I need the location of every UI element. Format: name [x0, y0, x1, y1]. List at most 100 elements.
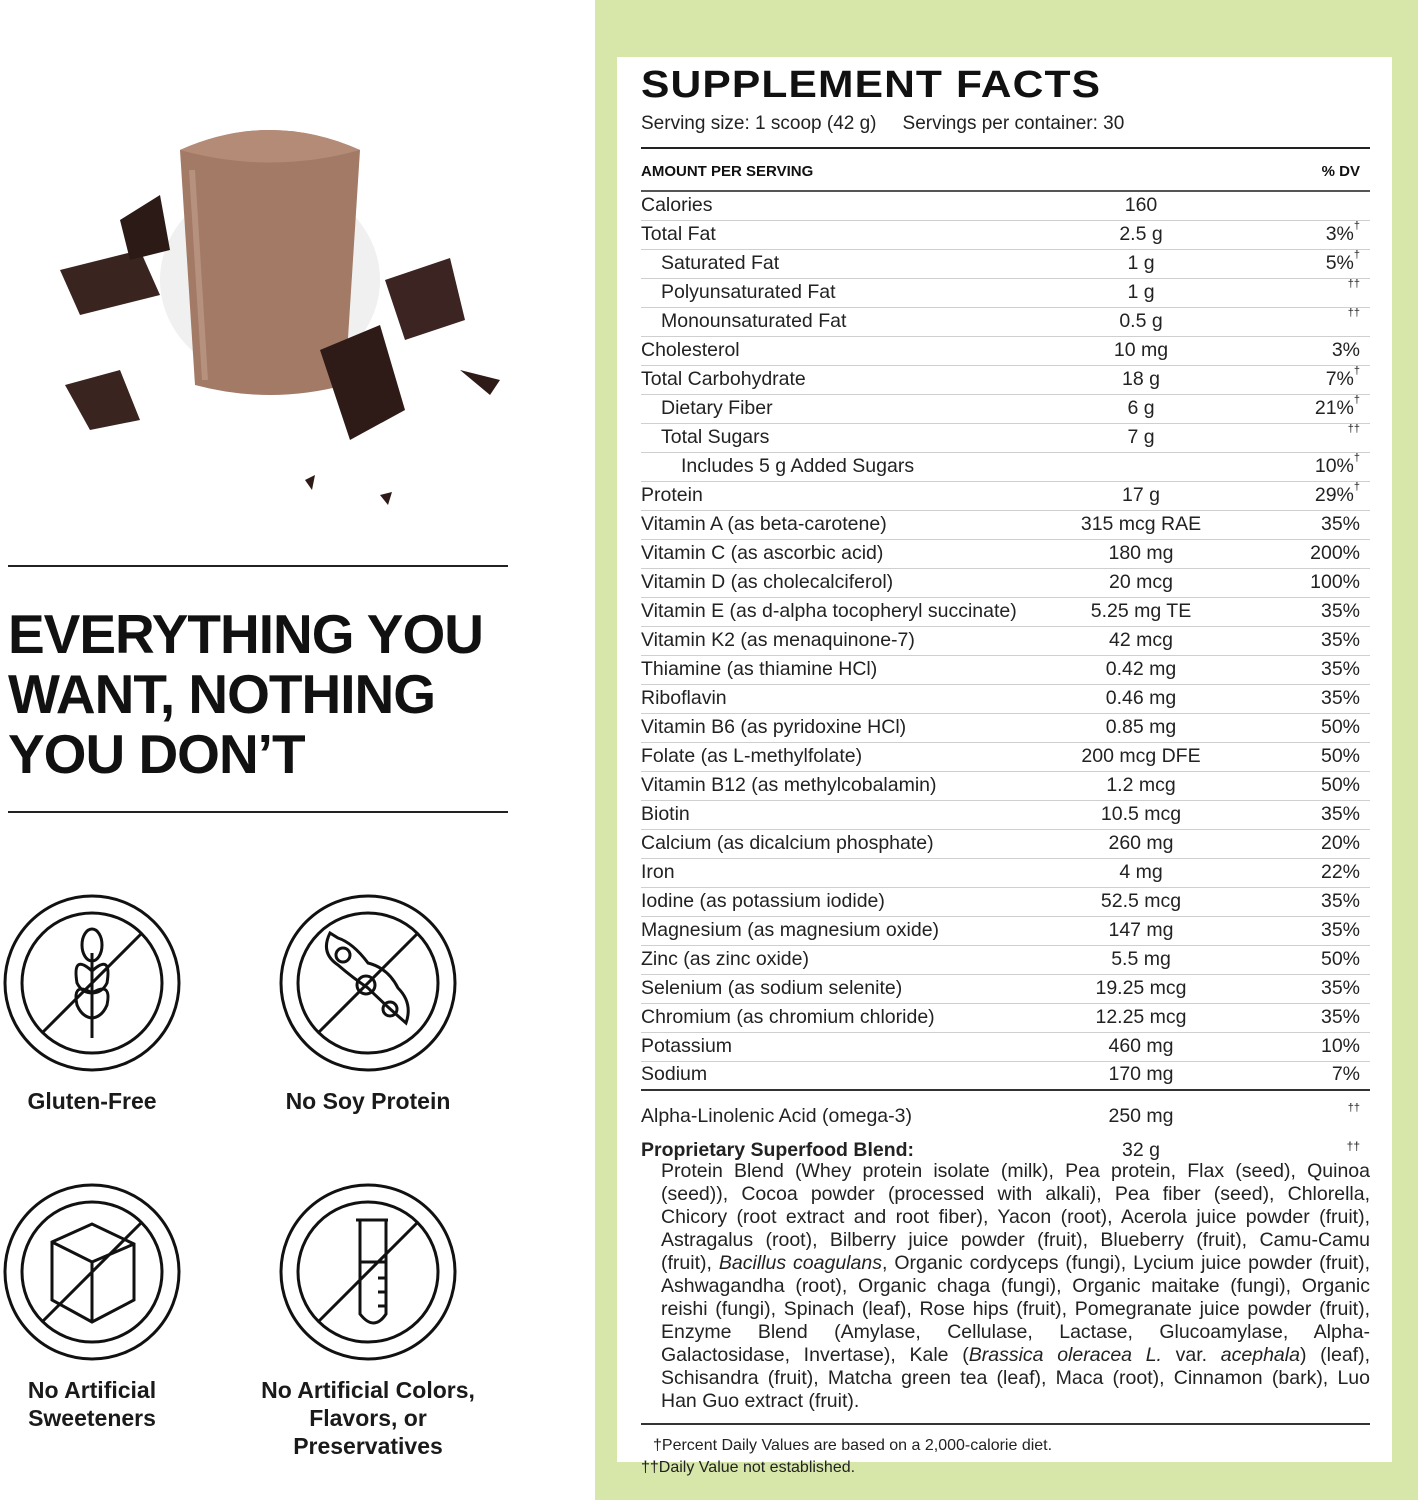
nutrient-dv: 7%†: [1221, 365, 1370, 391]
nutrient-dv: 35%: [1221, 890, 1370, 913]
dv-value: 35%: [1320, 629, 1360, 651]
nutrient-row: Biotin 10.5 mcg 35%: [641, 801, 1370, 830]
nutrient-dv: 35%: [1221, 658, 1370, 681]
serving-info: Serving size: 1 scoop (42 g) Servings per…: [641, 113, 1370, 149]
nutrient-amount: 1.2 mcg: [1106, 774, 1176, 796]
nutrient-dv: 29%†: [1221, 481, 1370, 507]
nutrient-row: Vitamin B6 (as pyridoxine HCl) 0.85 mg 50%: [641, 714, 1370, 743]
nutrient-dv: 100%: [1221, 571, 1370, 594]
nutrient-row: Iron 4 mg 22%: [641, 859, 1370, 888]
nutrient-row: Polyunsaturated Fat 1 g ††: [641, 278, 1370, 308]
badge-label: Flavors, or Preservatives: [293, 1405, 443, 1459]
nutrient-dv: 35%: [1221, 687, 1370, 710]
nutrient-name: Sodium: [641, 1063, 708, 1085]
nutrient-dv: 50%: [1221, 716, 1370, 739]
facts-title: SUPPLEMENT FACTS: [641, 64, 1102, 106]
nutrient-dv: 22%: [1221, 861, 1370, 884]
footnote: †Percent Daily Values are based on a 2,0…: [653, 1437, 1053, 1454]
dv-value: 10%: [1314, 455, 1354, 477]
supplement-facts-label: SUPPLEMENT FACTS Serving size: 1 scoop (…: [617, 57, 1392, 1476]
nutrient-amount: 147 mg: [1108, 919, 1174, 941]
no-soy-bean-icon: [279, 894, 457, 1072]
nutrient-name: Total Sugars: [661, 426, 770, 448]
nutrient-name: Calories: [641, 194, 713, 216]
nutrient-name: Total Fat: [641, 223, 716, 245]
dv-value: 21%: [1314, 397, 1354, 419]
footnote: ††Daily Value not established.: [641, 1459, 856, 1476]
dv-value: 20%: [1320, 832, 1360, 854]
nutrient-amount: 18 g: [1122, 368, 1160, 390]
nutrient-amount: 7 g: [1127, 426, 1155, 448]
nutrient-row: Total Carbohydrate 18 g 7%†: [641, 365, 1370, 395]
nutrient-row: Vitamin E (as d-alpha tocopheryl succina…: [641, 598, 1370, 627]
nutrient-name: Calcium (as dicalcium phosphate): [641, 832, 934, 854]
nutrient-dv: 35%: [1221, 977, 1370, 1000]
nutrient-row: Zinc (as zinc oxide) 5.5 mg 50%: [641, 946, 1370, 975]
facts-header: AMOUNT PER SERVING % DV: [641, 149, 1370, 192]
nutrient-name: Riboflavin: [641, 687, 727, 709]
headline-line: WANT, NOTHING: [8, 663, 436, 725]
nutrient-row: Folate (as L-methylfolate) 200 mcg DFE 50%: [641, 743, 1370, 772]
nutrient-name: Folate (as L-methylfolate): [641, 745, 863, 767]
nutrient-dv: 21%†: [1221, 394, 1370, 420]
badge-gluten-free: Gluten-Free: [0, 893, 202, 1115]
dv-value: 50%: [1320, 774, 1360, 796]
headline-line: EVERYTHING YOU: [8, 603, 484, 665]
blend-ingredients: Protein Blend (Whey protein isolate (mil…: [641, 1160, 1370, 1425]
nutrient-dv: 20%: [1221, 832, 1370, 855]
dv-value: 35%: [1320, 919, 1360, 941]
nutrient-name: Cholesterol: [641, 339, 740, 361]
nutrient-row: Calories 160: [641, 192, 1370, 221]
footnote-mark: †: [1353, 220, 1360, 232]
dv-value: 35%: [1320, 658, 1360, 680]
nutrient-row: Dietary Fiber 6 g 21%†: [641, 394, 1370, 424]
nutrient-row: Riboflavin 0.46 mg 35%: [641, 685, 1370, 714]
nutrient-dv: 50%: [1221, 745, 1370, 768]
nutrient-row: Vitamin D (as cholecalciferol) 20 mcg 100%: [641, 569, 1370, 598]
nutrient-name: Potassium: [641, 1035, 733, 1057]
nutrient-dv: ††: [1221, 423, 1370, 449]
nutrient-name: Alpha-Linolenic Acid (omega-3): [641, 1105, 912, 1127]
nutrient-amount: 2.5 g: [1119, 223, 1163, 245]
nutrient-amount: 460 mg: [1108, 1035, 1174, 1057]
nutrient-name: Monounsaturated Fat: [661, 310, 847, 332]
amount-per-serving-header: AMOUNT PER SERVING: [641, 163, 814, 180]
dv-value: 50%: [1320, 948, 1360, 970]
dv-value: 5%: [1325, 252, 1354, 274]
chocolate-shake-photo: [60, 130, 500, 505]
dv-value: 50%: [1320, 716, 1360, 738]
footnotes: †Percent Daily Values are based on a 2,0…: [641, 1435, 1370, 1479]
nutrient-row: Total Fat 2.5 g 3%†: [641, 220, 1370, 250]
nutrient-row: Calcium (as dicalcium phosphate) 260 mg 20…: [641, 830, 1370, 859]
dv-value: 7%: [1325, 368, 1354, 390]
footnote-mark: ††: [1347, 423, 1360, 435]
dv-value: 50%: [1320, 745, 1360, 767]
badge-no-artificial-sweeteners: No Artificial Sweeteners: [0, 1182, 202, 1432]
footnote-mark: ††: [1347, 1102, 1360, 1114]
nutrient-name: Vitamin A (as beta-carotene): [641, 513, 887, 535]
servings-per-container: Servings per container: 30: [902, 113, 1125, 134]
nutrient-name: Iron: [641, 861, 675, 883]
nutrient-amount: 5.25 mg TE: [1090, 600, 1192, 622]
nutrient-name: Protein: [641, 484, 703, 506]
dv-value: 10%: [1320, 1035, 1360, 1057]
badge-label: No Artificial: [27, 1377, 157, 1403]
nutrient-amount: 17 g: [1122, 484, 1160, 506]
nutrient-name: Zinc (as zinc oxide): [641, 948, 809, 970]
headline: EVERYTHING YOU WANT, NOTHING YOU DON’T: [8, 604, 548, 784]
nutrient-row: Vitamin C (as ascorbic acid) 180 mg 200%: [641, 540, 1370, 569]
nutrient-amount: 19.25 mcg: [1095, 977, 1187, 999]
nutrient-amount: 20 mcg: [1109, 571, 1173, 593]
nutrient-name: Polyunsaturated Fat: [661, 281, 836, 303]
nutrient-name: Magnesium (as magnesium oxide): [641, 919, 940, 941]
footnote-mark: †: [1353, 394, 1360, 406]
nutrient-dv: 10%: [1221, 1035, 1370, 1058]
nutrient-dv: 5%†: [1221, 249, 1370, 275]
nutrient-amount: 260 mg: [1108, 832, 1174, 854]
nutrient-rows: Calories 160 Total Fat 2.5 g 3%† Saturated Fa…: [641, 192, 1370, 1091]
nutrient-amount: 170 mg: [1108, 1063, 1174, 1085]
nutrient-row: Saturated Fat 1 g 5%†: [641, 249, 1370, 279]
nutrient-row: Total Sugars 7 g ††: [641, 423, 1370, 453]
nutrient-dv: 35%: [1221, 803, 1370, 826]
dv-value: 35%: [1320, 687, 1360, 709]
